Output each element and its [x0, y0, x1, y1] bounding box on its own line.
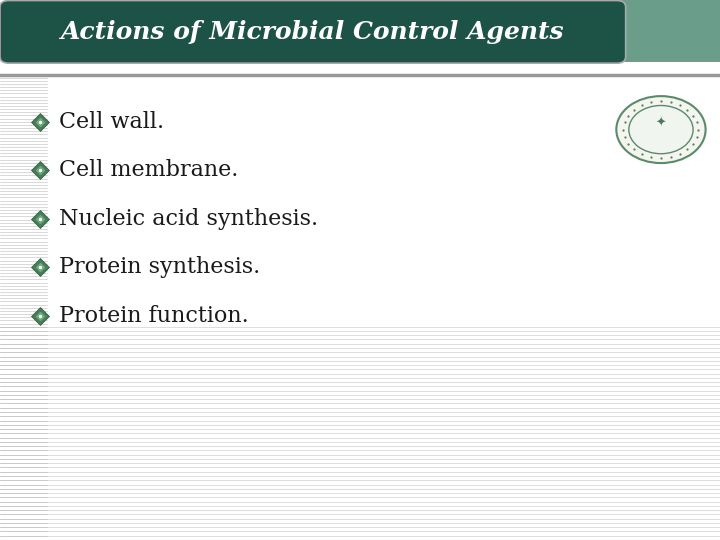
Text: ✦: ✦: [656, 117, 666, 130]
Circle shape: [629, 105, 693, 154]
Text: Actions of Microbial Control Agents: Actions of Microbial Control Agents: [61, 20, 564, 44]
Text: Nucleic acid synthesis.: Nucleic acid synthesis.: [59, 208, 318, 230]
Circle shape: [616, 96, 706, 163]
Text: Protein function.: Protein function.: [59, 305, 249, 327]
FancyBboxPatch shape: [618, 0, 720, 62]
Text: Protein synthesis.: Protein synthesis.: [59, 256, 261, 278]
Text: Cell membrane.: Cell membrane.: [59, 159, 238, 181]
FancyBboxPatch shape: [0, 1, 626, 63]
Text: Cell wall.: Cell wall.: [59, 111, 164, 132]
